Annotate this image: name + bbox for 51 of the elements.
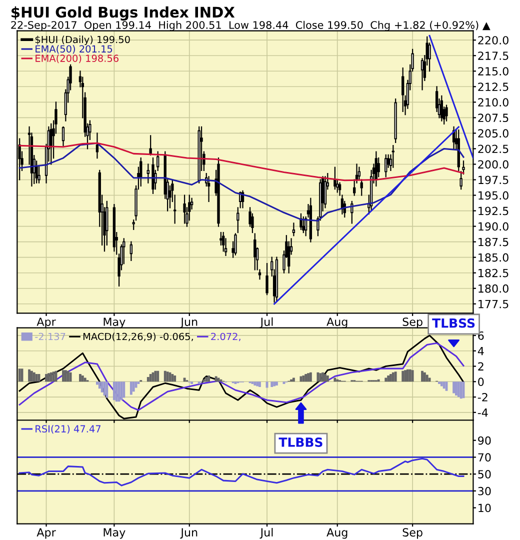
y-tick-label: 190.0 (478, 222, 508, 231)
y-tick-label: 70 (478, 453, 491, 462)
x-tick-label: Aug (326, 318, 348, 328)
x-tick-label: May (104, 318, 126, 328)
legend-label: RSI(21) 47.47 (36, 424, 101, 434)
x-tick-label: Jun (180, 528, 198, 539)
y-tick-label: 2 (478, 362, 484, 370)
y-tick-label: 187.5 (478, 238, 508, 246)
legend-label: EMA(200) 198.56 (36, 54, 118, 64)
legend-label: EMA(50) 201.15 (36, 45, 112, 54)
x-tick-label: May (104, 528, 126, 539)
legend-label: -2.137 (35, 332, 66, 340)
y-tick-label: 4 (478, 346, 484, 356)
annotation: TLBSS (432, 318, 475, 328)
x-tick-label: Sep (402, 318, 422, 328)
x-tick-label: Apr (36, 528, 56, 539)
x-tick-label: Sep (402, 528, 422, 539)
x-tick-label: Jul (260, 317, 273, 328)
y-tick-label: 212.5 (478, 82, 508, 92)
chart-title: $HUI Gold Bugs Index INDX (12, 6, 235, 21)
y-tick-label: -4 (478, 408, 488, 417)
x-tick-label: Jul (260, 528, 273, 539)
y-tick-label: 202.5 (478, 144, 508, 154)
y-tick-label: 0 (478, 378, 484, 386)
y-tick-label: 207.5 (478, 114, 508, 122)
y-tick-label: 197.5 (478, 176, 508, 184)
y-tick-label: 30 (478, 486, 491, 496)
y-tick-label: 192.5 (478, 206, 508, 216)
y-tick-label: 180.0 (478, 284, 508, 293)
x-tick-label: Aug (326, 528, 348, 539)
y-tick-label: 90 (478, 436, 491, 445)
y-tick-label: 185.0 (478, 253, 508, 262)
y-tick-label: 217.5 (478, 52, 508, 60)
y-tick-label: 200.0 (478, 160, 508, 169)
y-tick-label: 182.5 (478, 268, 508, 278)
y-tick-label: 10 (478, 504, 491, 512)
y-tick-label: -2 (478, 393, 488, 402)
legend-label: MACD(12,26,9) -0.065, (83, 332, 193, 342)
legend-label: 2.072, (211, 332, 240, 342)
y-tick-label: 215.0 (478, 67, 508, 76)
y-tick-label: 195.0 (478, 191, 508, 200)
x-tick-label: Jun (180, 318, 198, 328)
y-tick-label: 50 (478, 470, 491, 478)
chart-subtitle: 22-Sep-2017 Open 199.14 High 200.51 Low 198.44 Close 199.50 Chg +1.82 (+0.92%) ▲ (11, 20, 490, 31)
y-tick-label: 210.0 (478, 98, 508, 107)
y-tick-label: 205.0 (478, 129, 508, 138)
legend-label: $HUI (Daily) 199.50 (35, 36, 130, 46)
y-tick-label: 177.5 (478, 300, 508, 308)
x-tick-label: Apr (36, 318, 56, 328)
annotation: TLBBS (278, 437, 322, 447)
y-tick-label: 220.0 (478, 36, 508, 44)
